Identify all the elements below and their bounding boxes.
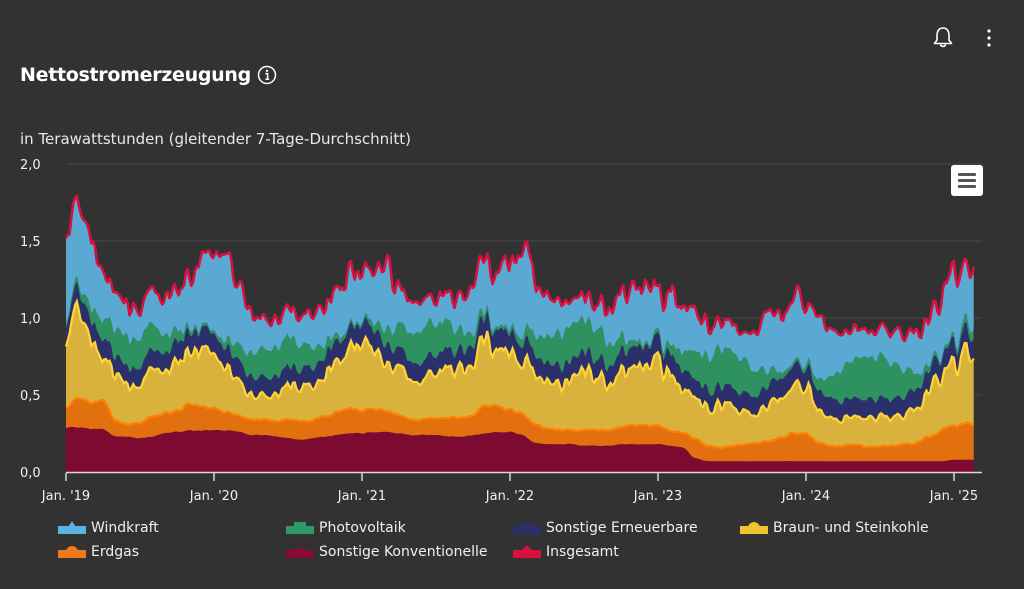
legend-diamond-icon [513, 521, 541, 535]
legend-label: Photovoltaik [319, 520, 406, 536]
legend-circle-icon [740, 522, 768, 534]
y-tick-label: 1,0 [20, 312, 41, 327]
area-windkraft [66, 195, 974, 381]
legend-label: Sonstige Erneuerbare [546, 520, 698, 536]
bell-icon[interactable] [932, 26, 954, 50]
legend-item[interactable]: Insgesamt [513, 544, 619, 560]
area-layers [66, 195, 974, 472]
x-tick-label: Jan. '19 [41, 489, 90, 504]
chart-title-row: Nettostromerzeugung [20, 64, 277, 86]
legend-item[interactable]: Photovoltaik [286, 520, 406, 536]
legend-item[interactable]: Braun- und Steinkohle [740, 520, 929, 536]
x-tick-label: Jan. '22 [485, 489, 534, 504]
legend-circle-icon [58, 546, 86, 558]
legend-triangle-icon [286, 545, 314, 558]
legend-item[interactable]: Sonstige Erneuerbare [513, 520, 698, 536]
stacked-area-chart: 0,0 0,5 1,0 1,5 2,0 Jan. '19 Jan. '20 Jan. '21 J… [20, 158, 982, 504]
legend-triangle-icon [58, 521, 86, 534]
area-sonstige-konventionelle [66, 426, 974, 472]
y-tick-label: 2,0 [20, 158, 41, 173]
legend-square-icon [286, 522, 314, 534]
legend-item[interactable]: Erdgas [58, 544, 139, 560]
legend-item[interactable]: Sonstige Konventionelle [286, 544, 487, 560]
chart-subtitle: in Terawattstunden (gleitender 7-Tage-Du… [20, 130, 411, 148]
legend-label: Erdgas [91, 544, 140, 560]
hamburger-menu-icon-bar [958, 179, 976, 182]
hamburger-menu-icon [958, 173, 976, 176]
chart-menu-button[interactable] [951, 165, 983, 196]
x-tick-label: Jan. '23 [633, 489, 682, 504]
info-icon[interactable] [257, 65, 277, 85]
y-tick-label: 1,5 [20, 235, 41, 250]
chart-title: Nettostromerzeugung [20, 64, 251, 86]
legend-item[interactable]: Windkraft [58, 520, 159, 536]
y-tick-label: 0,0 [20, 466, 41, 481]
line-erdgas [65, 397, 975, 450]
toolbar [884, 24, 1024, 54]
legend-diamond-icon [513, 545, 541, 559]
more-vertical-icon[interactable] [986, 28, 992, 48]
legend-label: Insgesamt [546, 544, 619, 560]
line-braun-und-steinkohle [64, 298, 975, 425]
x-tick-label: Jan. '21 [337, 489, 386, 504]
line-insgesamt [64, 194, 975, 343]
x-tick-label: Jan. '20 [189, 489, 238, 504]
area-photovoltaik [66, 275, 974, 405]
x-tick-label: Jan. '25 [929, 489, 978, 504]
axes: 0,0 0,5 1,0 1,5 2,0 Jan. '19 Jan. '20 Jan. '21 J… [20, 158, 982, 504]
legend-label: Sonstige Konventionelle [319, 544, 488, 560]
hamburger-menu-icon-bar [958, 185, 976, 188]
legend-label: Braun- und Steinkohle [773, 520, 929, 536]
chart-legend: Windkraft Photovoltaik Sonstige Erneuerbar… [58, 520, 1018, 578]
series-lines [64, 194, 975, 450]
x-tick-label: Jan. '24 [781, 489, 830, 504]
area-erdgas [66, 398, 974, 462]
y-tick-label: 0,5 [20, 389, 41, 404]
legend-label: Windkraft [91, 520, 159, 536]
area-sonstige-erneuerbare [66, 281, 974, 424]
